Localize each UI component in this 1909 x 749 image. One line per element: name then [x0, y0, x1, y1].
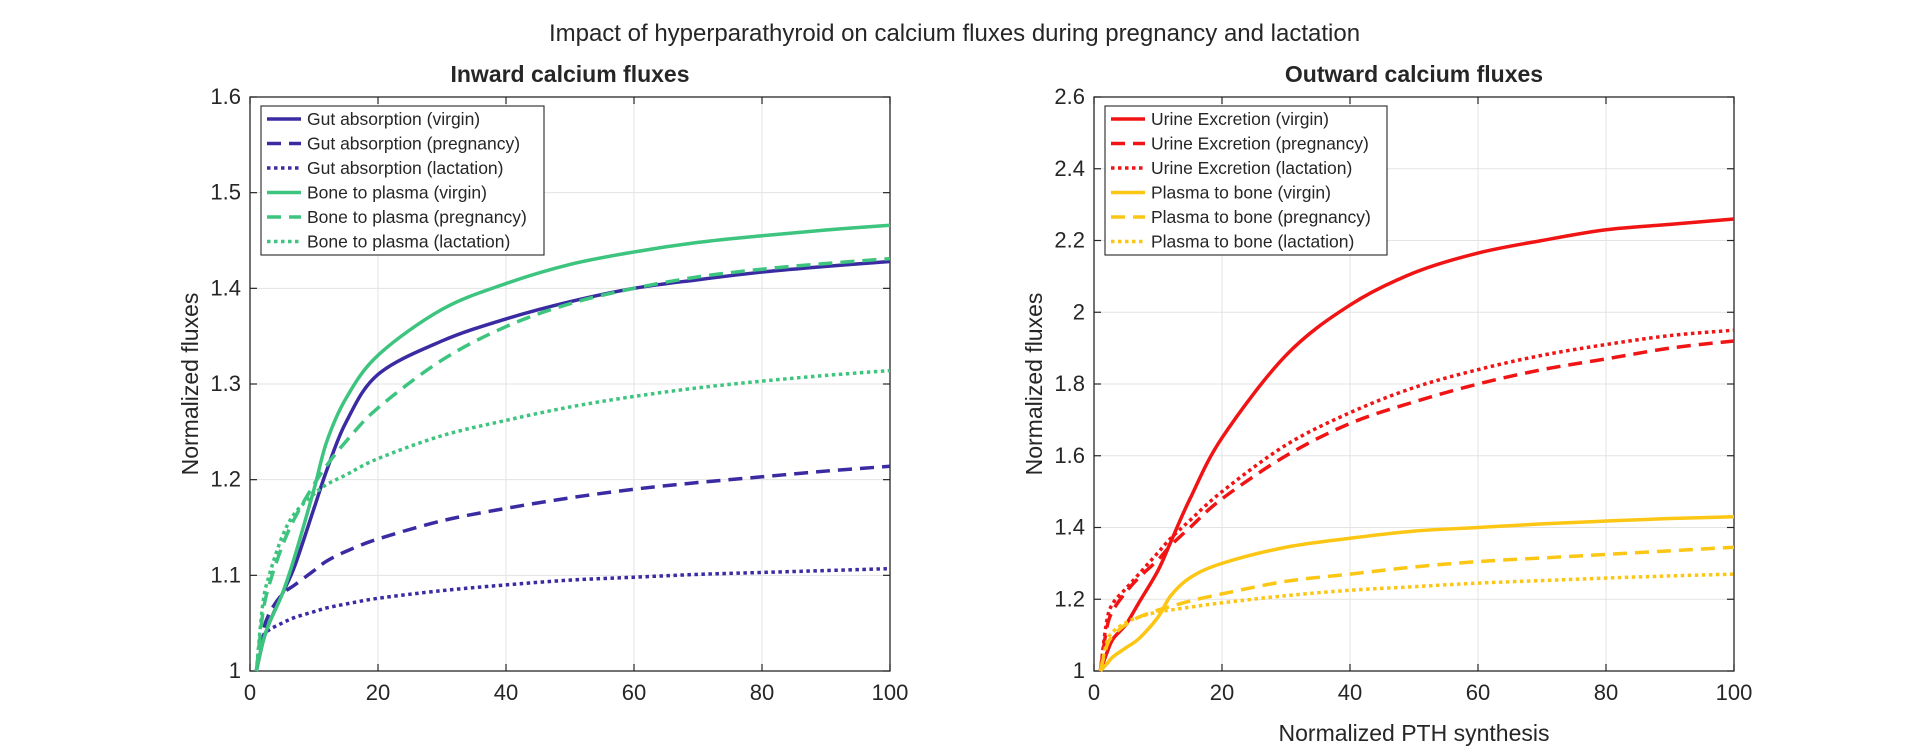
legend-box: [260, 105, 545, 256]
chart-title: Outward calcium fluxes: [1285, 61, 1543, 87]
y-tick-label: 1: [229, 658, 241, 683]
series-line-5: [254, 256, 891, 672]
y-tick-label: 2.6: [1054, 84, 1085, 109]
series-line-3: [254, 566, 891, 672]
series-line-4: [254, 223, 891, 672]
y-tick-label: 2.2: [1054, 228, 1085, 253]
y-tick-label: 1.5: [210, 180, 241, 205]
legend-label: Gut absorption (lactation): [307, 158, 504, 178]
series-line-2: [1098, 339, 1735, 672]
x-axis-label: Normalized PTH synthesis: [1279, 720, 1550, 746]
legend-box: [1104, 105, 1388, 256]
x-tick-label: 80: [750, 680, 774, 705]
x-tick-label: 80: [1594, 680, 1618, 705]
y-tick-label: 1.1: [210, 562, 241, 587]
y-axis-label: Normalized fluxes: [177, 293, 203, 476]
legend-label: Gut absorption (pregnancy): [307, 134, 520, 154]
legend-label: Urine Excretion (pregnancy): [1151, 134, 1369, 154]
legend: Urine Excretion (virgin) Urine Excretion …: [1104, 105, 1388, 256]
x-tick-label: 20: [366, 680, 390, 705]
y-tick-label: 2: [1073, 299, 1085, 324]
x-tick-label: 60: [622, 680, 646, 705]
legend-label: Bone to plasma (pregnancy): [307, 207, 527, 227]
x-tick-label: 0: [1088, 680, 1100, 705]
x-tick-label: 40: [1338, 680, 1362, 705]
legend-label: Bone to plasma (virgin): [307, 183, 487, 203]
chart-panel-1: 0 20 40 60 80 100 1 1.1 1.2 1.3 1.4 1.5 1.6 Inward ca…: [177, 61, 908, 705]
x-tick-label: 20: [1210, 680, 1234, 705]
x-tick-label: 100: [872, 680, 909, 705]
chart-title: Inward calcium fluxes: [450, 61, 689, 87]
legend-label: Gut absorption (virgin): [307, 109, 480, 129]
y-tick-label: 1.4: [210, 275, 241, 300]
legend-label: Plasma to bone (pregnancy): [1151, 207, 1371, 227]
chart-panel-2: 0 20 40 60 80 100 1 1.2 1.4 1.6 1.8 2 2.2 2.4 2.6 Outwa…: [1021, 61, 1752, 746]
y-tick-label: 1: [1073, 658, 1085, 683]
x-tick-label: 0: [244, 680, 256, 705]
y-tick-label: 1.3: [210, 371, 241, 396]
y-tick-label: 1.2: [1054, 586, 1085, 611]
series-line-4: [1099, 514, 1735, 673]
figure-title: Impact of hyperparathyroid on calcium fl…: [548, 20, 1361, 47]
y-tick-label: 1.2: [210, 467, 241, 492]
y-tick-label: 1.6: [210, 84, 241, 109]
x-tick-label: 100: [1716, 680, 1753, 705]
x-tick-label: 60: [1466, 680, 1490, 705]
x-tick-label: 40: [494, 680, 518, 705]
series-line-6: [254, 368, 891, 672]
legend-label: Plasma to bone (virgin): [1151, 183, 1331, 203]
y-tick-label: 2.4: [1054, 156, 1085, 181]
legend-label: Urine Excretion (virgin): [1151, 109, 1329, 129]
series-line-6: [1098, 572, 1735, 672]
legend-label: Bone to plasma (lactation): [307, 232, 510, 252]
y-axis-label: Normalized fluxes: [1021, 293, 1047, 476]
series-line-5: [1098, 545, 1735, 672]
legend-label: Plasma to bone (lactation): [1151, 232, 1354, 252]
y-tick-label: 1.8: [1054, 371, 1085, 396]
y-tick-label: 1.4: [1054, 515, 1085, 540]
legend: Gut absorption (virgin) Gut absorption (p…: [260, 105, 545, 256]
series-line-3: [1098, 328, 1735, 672]
legend-label: Urine Excretion (lactation): [1151, 158, 1352, 178]
y-tick-label: 1.6: [1054, 443, 1085, 468]
